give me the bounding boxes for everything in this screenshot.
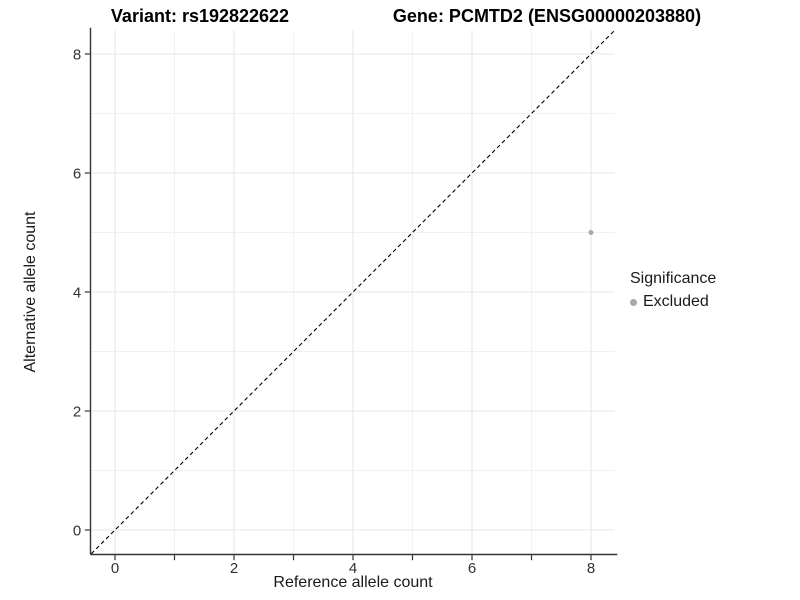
plot-title-gene: Gene: PCMTD2 (ENSG00000203880) (392, 6, 702, 26)
y-axis-title: Alternative allele count (22, 211, 39, 373)
x-tick-label: 6 (468, 560, 476, 577)
data-point (588, 230, 594, 235)
identity-reference-line (90, 29, 616, 555)
legend: Significance Excluded (630, 270, 716, 311)
x-tick-label: 0 (111, 560, 119, 577)
y-tick-label: 6 (73, 166, 81, 183)
y-tick-label: 2 (73, 404, 81, 421)
legend-entries: Excluded (630, 293, 716, 311)
y-tick-label: 0 (73, 523, 81, 540)
x-tick-label: 8 (587, 560, 595, 577)
legend-item: Excluded (630, 293, 716, 311)
x-tick-label: 2 (230, 560, 238, 577)
plot-title-variant: Variant: rs192822622 (110, 6, 290, 26)
x-axis-title: Reference allele count (273, 574, 433, 591)
legend-item-label: Excluded (643, 293, 709, 310)
y-tick-label: 8 (73, 47, 81, 64)
legend-title: Significance (630, 270, 717, 287)
legend-key-circle-icon (630, 298, 637, 306)
y-tick-label: 4 (73, 285, 81, 302)
x-tick-label: 4 (349, 560, 357, 577)
